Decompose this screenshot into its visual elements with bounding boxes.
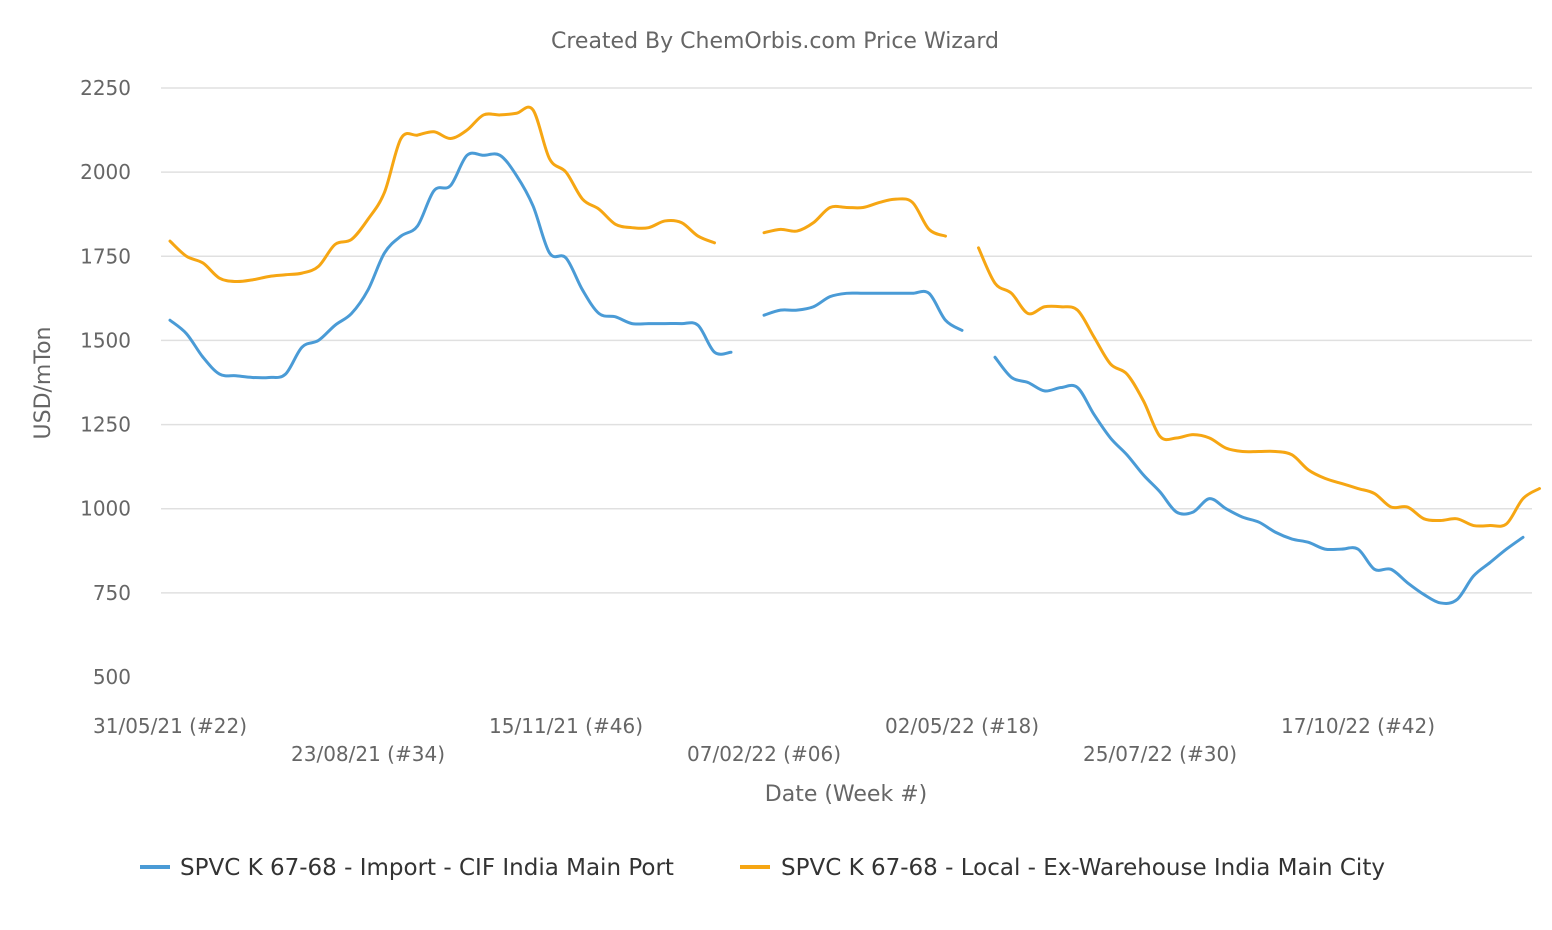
y-tick-label: 2250 [80, 76, 131, 100]
x-tick-label: 31/05/21 (#22) [93, 714, 247, 738]
grid-lines [161, 87, 1532, 594]
legend-item-local[interactable]: SPVC K 67-68 - Local - Ex-Warehouse Indi… [740, 855, 1385, 881]
series-import [168, 151, 1525, 605]
series-local-line-segment-2[interactable] [762, 197, 947, 238]
series-local-line-segment-1[interactable] [168, 105, 716, 284]
x-tick-label: 02/05/22 (#18) [885, 714, 1039, 738]
x-axis-title: Date (Week #) [765, 782, 927, 807]
y-tick-label: 2000 [80, 160, 131, 184]
x-axis-tick-labels: 31/05/21 (#22) 23/08/21 (#34) 15/11/21 (#4… [93, 714, 1435, 766]
y-tick-label: 1500 [80, 328, 131, 352]
series-local [168, 105, 1541, 528]
x-tick-label: 17/10/22 (#42) [1281, 714, 1435, 738]
y-tick-label: 1750 [80, 244, 131, 268]
x-tick-label: 25/07/22 (#30) [1083, 742, 1237, 766]
y-tick-label: 1250 [80, 413, 131, 437]
series-lines [168, 105, 1541, 605]
y-tick-label: 750 [93, 581, 131, 605]
y-axis-tick-labels: 500 750 1000 1250 1500 1750 2000 2250 [80, 76, 131, 689]
legend-item-import[interactable]: SPVC K 67-68 - Import - CIF India Main P… [140, 855, 674, 881]
chart-title: Created By ChemOrbis.com Price Wizard [551, 29, 999, 54]
x-tick-label: 15/11/21 (#46) [489, 714, 643, 738]
y-axis-title: USD/mTon [31, 327, 56, 440]
series-import-line-segment-1[interactable] [168, 151, 733, 380]
series-import-line-segment-2[interactable] [762, 289, 964, 332]
legend: SPVC K 67-68 - Import - CIF India Main P… [140, 855, 1385, 881]
y-tick-label: 1000 [80, 497, 131, 521]
series-import-line-segment-3[interactable] [993, 355, 1525, 605]
x-tick-label: 23/08/21 (#34) [291, 742, 445, 766]
y-tick-label: 500 [93, 665, 131, 689]
series-local-line-segment-3[interactable] [977, 246, 1541, 528]
legend-label-import: SPVC K 67-68 - Import - CIF India Main P… [180, 855, 674, 881]
legend-label-local: SPVC K 67-68 - Local - Ex-Warehouse Indi… [781, 855, 1385, 881]
x-tick-label: 07/02/22 (#06) [687, 742, 841, 766]
